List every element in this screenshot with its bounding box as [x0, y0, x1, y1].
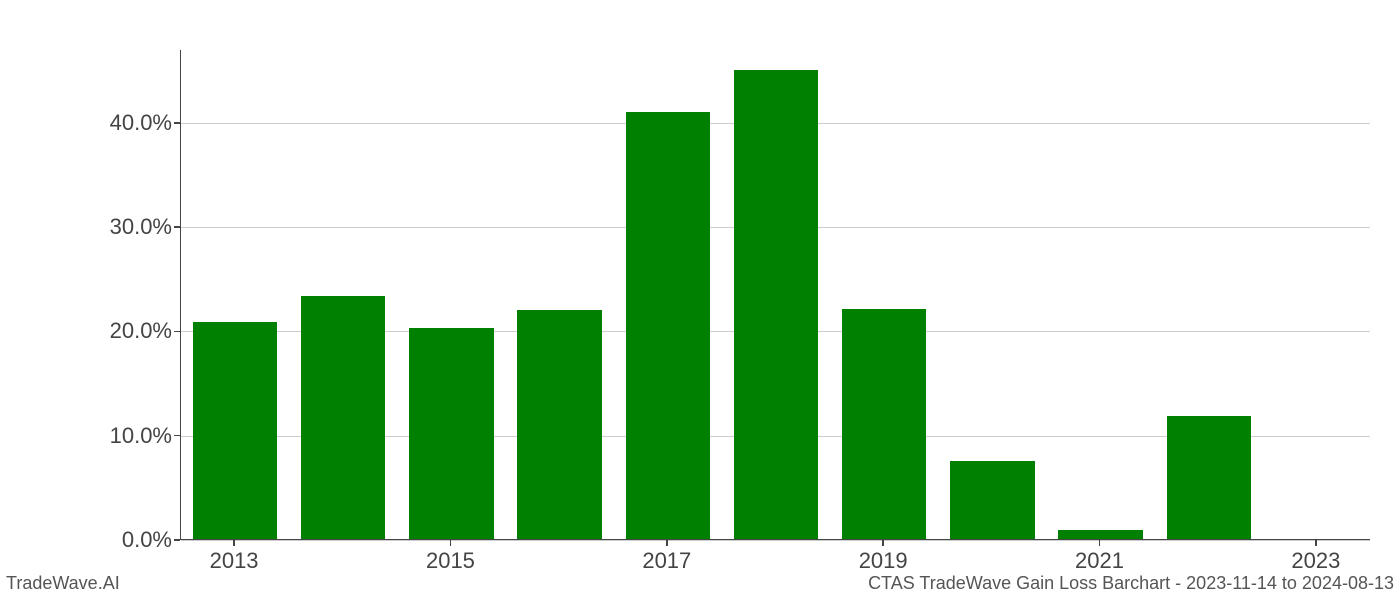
x-tick-mark: [450, 540, 452, 546]
y-tick-mark: [174, 122, 180, 124]
y-tick-mark: [174, 331, 180, 333]
x-tick-mark: [882, 540, 884, 546]
bar-2020: [950, 461, 1034, 539]
bar-2013: [193, 322, 277, 539]
y-tick-mark: [174, 226, 180, 228]
bar-2018: [734, 70, 818, 539]
grid-line: [181, 540, 1370, 541]
x-tick-label: 2023: [1291, 548, 1340, 574]
y-tick-label: 0.0%: [122, 527, 172, 553]
x-tick-label: 2017: [642, 548, 691, 574]
y-tick-mark: [174, 435, 180, 437]
footer-right-text: CTAS TradeWave Gain Loss Barchart - 2023…: [868, 573, 1394, 594]
bar-2014: [301, 296, 385, 539]
bar-2015: [409, 328, 493, 539]
x-tick-label: 2013: [210, 548, 259, 574]
y-tick-label: 20.0%: [110, 318, 172, 344]
y-tick-label: 30.0%: [110, 214, 172, 240]
bar-2019: [842, 309, 926, 539]
x-tick-label: 2015: [426, 548, 475, 574]
x-tick-mark: [1315, 540, 1317, 546]
chart-container: 0.0% 10.0% 20.0% 30.0% 40.0% 2013 2015 2017 201…: [0, 0, 1400, 600]
x-tick-mark: [233, 540, 235, 546]
x-tick-label: 2019: [859, 548, 908, 574]
bar-2017: [626, 112, 710, 539]
bar-2021: [1058, 530, 1142, 539]
plot-area: [180, 50, 1370, 540]
y-tick-label: 10.0%: [110, 423, 172, 449]
bar-2016: [517, 310, 601, 539]
footer-left-text: TradeWave.AI: [6, 573, 120, 594]
x-tick-mark: [1099, 540, 1101, 546]
y-tick-label: 40.0%: [110, 110, 172, 136]
bar-2022: [1167, 416, 1251, 539]
x-tick-mark: [666, 540, 668, 546]
x-tick-label: 2021: [1075, 548, 1124, 574]
y-tick-mark: [174, 539, 180, 541]
